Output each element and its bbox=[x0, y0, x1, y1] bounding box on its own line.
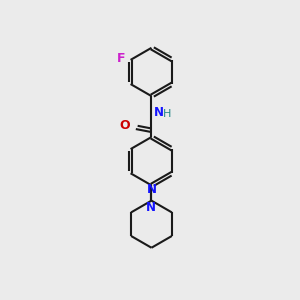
Text: H: H bbox=[163, 110, 172, 119]
Text: O: O bbox=[119, 119, 130, 132]
Text: N: N bbox=[154, 106, 164, 119]
Text: N: N bbox=[146, 183, 157, 196]
Text: N: N bbox=[146, 201, 156, 214]
Text: F: F bbox=[117, 52, 125, 65]
